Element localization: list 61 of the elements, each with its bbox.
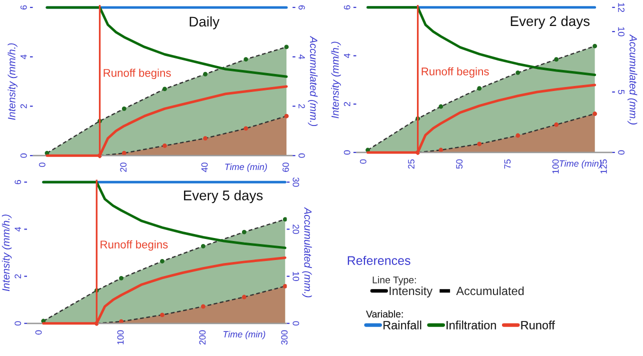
y-tick-label: 6 <box>344 5 350 10</box>
y2-tick-label: 4 <box>298 54 305 60</box>
text: Every 2 days <box>510 16 590 29</box>
y2-tick-label: 2 <box>298 104 305 108</box>
y-tick-label: 6 <box>14 180 22 184</box>
x-tick-label: 100 <box>117 330 124 344</box>
text: Every 5 days <box>184 190 263 204</box>
y2-tick-label: 0 <box>298 153 305 158</box>
y2-tick-label: 6 <box>298 5 305 10</box>
y-tick-label: 0 <box>14 321 22 326</box>
x-axis-title: Time (min) <box>223 330 266 340</box>
x-tick-label: 300 <box>281 330 288 345</box>
x-tick-label: 75 <box>504 159 511 169</box>
legend-label: Rainfall <box>384 320 422 330</box>
y2-tick-label: 12 <box>618 3 624 12</box>
y-tick-label: 0 <box>20 153 27 158</box>
x-axis-title: Time (min) <box>560 160 602 169</box>
x-tick-label: 60 <box>282 162 289 172</box>
y-tick-label: 6 <box>20 5 27 10</box>
legend-label: Infiltration <box>446 320 496 330</box>
text: Line Type: <box>372 276 416 286</box>
x-tick-label: 0 <box>38 162 46 167</box>
legend-label: Intensity <box>390 286 433 298</box>
x-tick-label: 0 <box>35 330 42 335</box>
y-tick-label: 2 <box>344 102 350 106</box>
x-tick-label: 200 <box>199 330 206 345</box>
y2-tick-label: 20 <box>292 224 300 234</box>
y-axis-title: Intensity (mm/h.) <box>8 43 18 120</box>
text: Daily <box>190 16 220 30</box>
y2-axis-title: Accumulated (mm.) <box>308 36 318 126</box>
x-axis-title: Time (min) <box>225 163 267 172</box>
y2-tick-label: 0 <box>292 321 300 326</box>
ref-line-label: Runoff begins <box>104 68 171 80</box>
y2-tick-label: 0 <box>618 150 624 155</box>
legend-label: Accumulated <box>456 286 524 296</box>
x-tick-label: 0 <box>360 159 366 164</box>
y2-tick-label: 30 <box>292 177 300 187</box>
y-tick-label: 4 <box>20 54 27 60</box>
legend-label: Runoff <box>521 320 555 330</box>
ref-line-label: Runoff begins <box>100 240 168 251</box>
text: Variable: <box>366 310 403 318</box>
x-tick-label: 125 <box>600 159 607 174</box>
ref-line-label: Runoff begins <box>422 67 489 78</box>
x-tick-label: 40 <box>201 162 208 172</box>
y2-tick-label: 5 <box>618 90 624 94</box>
y-tick-label: 4 <box>344 54 350 58</box>
y-axis-title: Intensity (mm/h.) <box>331 42 341 118</box>
x-tick-label: 100 <box>552 159 559 174</box>
y-tick-label: 4 <box>14 226 21 232</box>
x-tick-label: 25 <box>408 159 414 169</box>
y-tick-label: 0 <box>344 150 350 155</box>
y2-axis-title: Accumulated (mm.) <box>628 34 638 124</box>
y-tick-label: 2 <box>20 104 27 108</box>
x-tick-label: 50 <box>456 159 463 169</box>
y2-axis-title: Accumulated (mm.) <box>302 207 312 298</box>
text: References <box>348 256 410 265</box>
x-tick-label: 20 <box>120 162 127 172</box>
y-axis-title: Intensity (mm/h.) <box>2 214 12 292</box>
y2-tick-label: 10 <box>292 272 300 281</box>
y2-tick-label: 10 <box>618 27 624 36</box>
y-tick-label: 2 <box>14 274 21 278</box>
